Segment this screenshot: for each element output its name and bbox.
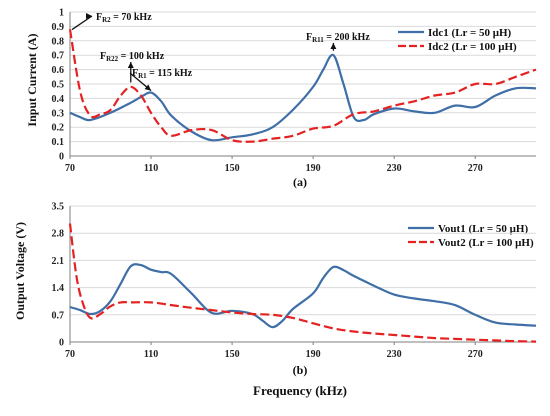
series-line-a-2 — [68, 29, 537, 143]
annotation-4: FR11 = 200 kHz — [306, 32, 370, 44]
legend-label-a-2: Idc2 (Lr = 100 μH) — [428, 41, 517, 53]
y-tick-label-a: 0.7 — [52, 51, 65, 62]
x-tick-label-a: 230 — [387, 163, 402, 174]
x-tick-label-a: 190 — [306, 163, 321, 174]
y-tick-label-b: 0.7 — [52, 310, 65, 321]
y-axis-label-b: Output Voltage (V) — [13, 222, 27, 320]
series-line-b-2 — [68, 223, 537, 343]
x-tick-label-a: 270 — [468, 163, 483, 174]
annotation-arrow-1 — [71, 15, 93, 31]
y-tick-label-a: 0.6 — [52, 65, 65, 76]
legend-a: Idc1 (Lr = 50 μH) Idc2 (Lr = 100 μH) — [398, 27, 517, 53]
x-tick-label-a: 150 — [225, 163, 240, 174]
y-tick-label-a: 0.5 — [52, 80, 65, 91]
x-tick-label-b: 110 — [144, 349, 158, 360]
legend-b: Vout1 (Lr = 50 μH) Vout2 (Lr = 100 μH) — [408, 223, 534, 249]
x-tick-label-a: 70 — [65, 163, 75, 174]
y-tick-label-a: 1 — [59, 8, 64, 19]
annotation-arrowhead-4 — [330, 43, 337, 49]
annotation-arrowhead-1 — [86, 13, 92, 19]
y-tick-label-a: 0.1 — [52, 137, 65, 148]
y-tick-label-b: 0 — [59, 338, 64, 349]
x-tick-label-b: 270 — [468, 349, 483, 360]
y-tick-label-a: 0.2 — [52, 123, 65, 134]
panel-label-a: (a) — [293, 175, 307, 189]
y-tick-label-a: 0.9 — [52, 22, 65, 33]
y-tick-label-a: 0 — [59, 152, 64, 163]
x-tick-label-b: 230 — [387, 349, 402, 360]
y-axis-label-a: Input Current (A) — [25, 33, 39, 126]
y-tick-label-b: 1.4 — [52, 283, 65, 294]
x-tick-label-b: 150 — [225, 349, 240, 360]
legend-label-b-1: Vout1 (Lr = 50 μH) — [438, 223, 528, 235]
y-tick-label-b: 2.1 — [52, 256, 65, 267]
x-tick-label-b: 70 — [65, 349, 75, 360]
input-current-chart: Input Current (A) (a) Idc1 (Lr = 50 μH)I… — [25, 8, 537, 189]
x-tick-label-a: 110 — [144, 163, 158, 174]
annotation-1: FR2 = 70 kHz — [96, 12, 152, 24]
y-tick-label-a: 0.8 — [52, 36, 65, 47]
annotation-arrowhead-2 — [127, 62, 134, 68]
y-tick-label-b: 3.5 — [52, 202, 65, 213]
output-voltage-chart: Output Voltage (V) (b) Vout1 (Lr = 50 μH… — [13, 202, 537, 377]
annotation-arrowhead-3 — [144, 84, 152, 91]
x-tick-label-b: 190 — [306, 349, 321, 360]
y-tick-label-a: 0.3 — [52, 108, 65, 119]
series-line-a-1 — [69, 53, 537, 142]
panel-label-b: (b) — [293, 363, 308, 377]
annotation-2: FR22 = 100 kHz — [100, 51, 165, 63]
annotation-3: FR1 = 115 kHz — [132, 68, 193, 80]
y-tick-label-b: 2.8 — [52, 229, 65, 240]
series-line-b-1 — [69, 263, 537, 329]
legend-label-b-2: Vout2 (Lr = 100 μH) — [438, 237, 534, 249]
y-tick-label-a: 0.4 — [52, 94, 65, 105]
x-axis-label: Frequency (kHz) — [253, 383, 347, 398]
legend-label-a-1: Idc1 (Lr = 50 μH) — [428, 27, 512, 39]
